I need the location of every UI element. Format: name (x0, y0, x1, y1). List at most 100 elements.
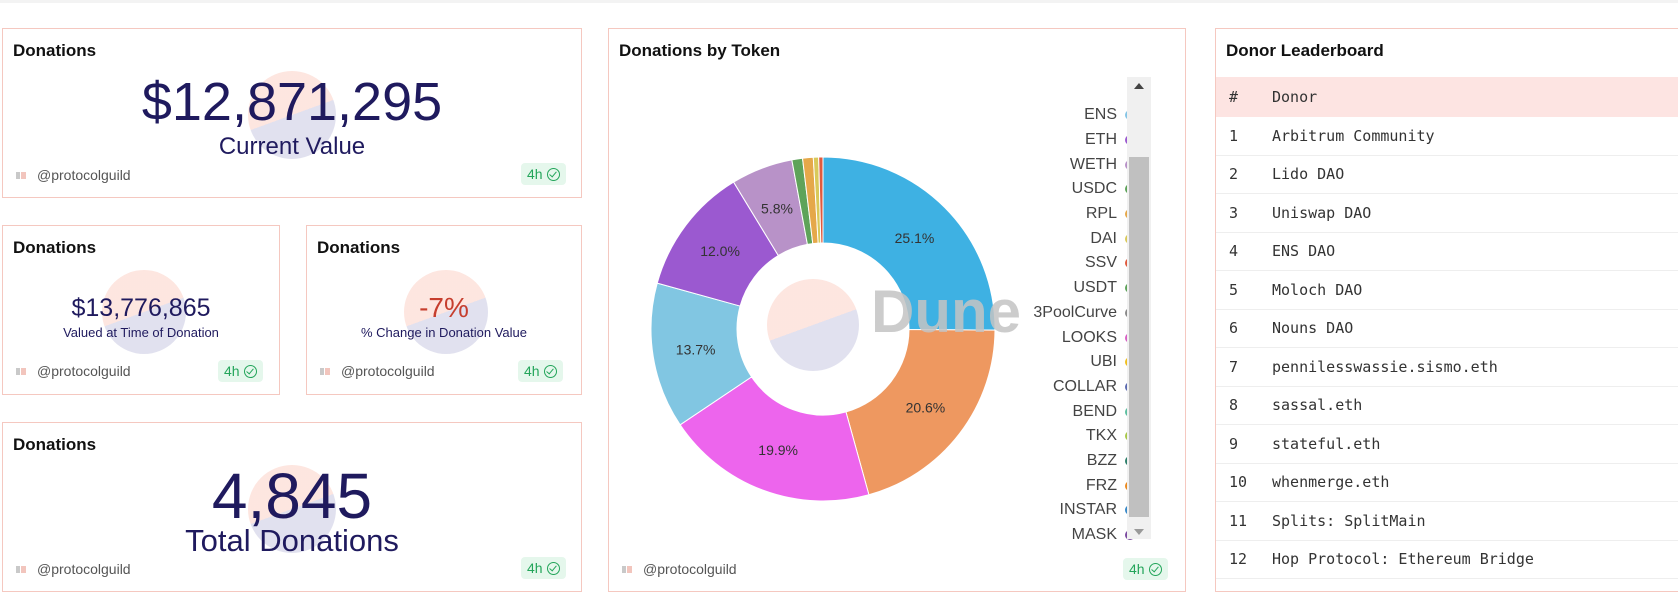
donor-cell: sassal.eth (1272, 396, 1363, 415)
check-circle-icon (243, 364, 257, 378)
legend-label: SSV (1084, 254, 1117, 272)
table-row[interactable]: 9 stateful.eth (1216, 425, 1678, 464)
refresh-badge[interactable]: 4h (218, 360, 263, 382)
slice-label-dai: 5.8% (761, 200, 793, 216)
refresh-time: 4h (1129, 561, 1145, 577)
legend-item-dai[interactable]: DAI (1033, 226, 1135, 251)
counter-label: Total Donations (185, 523, 399, 558)
author-name: @protocolguild (37, 561, 131, 577)
legend-scrollbar[interactable] (1127, 77, 1151, 539)
table-row[interactable]: 1 Arbitrum Community (1216, 117, 1678, 156)
check-circle-icon (546, 561, 560, 575)
dune-watermark: Dune (871, 278, 1021, 345)
legend-label: USDT (1073, 279, 1117, 297)
table-row[interactable]: 12 Hop Protocol: Ethereum Bridge (1216, 541, 1678, 579)
donut-slice-eth[interactable] (845, 329, 996, 496)
legend-label: INSTAR (1059, 501, 1117, 519)
legend-item-3poolcurve[interactable]: 3PoolCurve (1033, 301, 1135, 326)
legend-item-ens[interactable]: ENS (1033, 103, 1135, 128)
donations-total-card: Donations 4,845 Total Donations @protoco… (2, 422, 582, 592)
author-link[interactable]: @protocolguild (15, 165, 131, 185)
rank-cell: 10 (1229, 473, 1248, 492)
donut-slice-looks[interactable] (818, 156, 824, 244)
refresh-badge[interactable]: 4h (521, 163, 566, 185)
column-header-rank[interactable]: # (1229, 88, 1239, 106)
donut-slice-ens[interactable] (822, 156, 996, 331)
author-link[interactable]: @protocolguild (15, 559, 131, 579)
check-circle-icon (543, 364, 557, 378)
legend-item-bend[interactable]: BEND (1033, 399, 1135, 424)
donut-slice-weth[interactable] (679, 376, 870, 502)
slice-label-rpl: 12.0% (700, 243, 740, 259)
legend-item-eth[interactable]: ETH (1033, 128, 1135, 153)
card-title[interactable]: Donations (317, 238, 401, 257)
table-row[interactable]: 6 Nouns DAO (1216, 310, 1678, 348)
card-title[interactable]: Donations (13, 41, 97, 60)
card-title[interactable]: Donations by Token (619, 41, 781, 60)
chart-legend[interactable]: ENS ETH WETH USDC RPL DAI SSV USDT 3PoolCurve LOO… (1033, 103, 1135, 547)
donations-time-value-card: Donations $13,776,865 Valued at Time of … (2, 225, 280, 395)
card-title[interactable]: Donations (13, 435, 97, 454)
card-title[interactable]: Donor Leaderboard (1226, 41, 1384, 60)
legend-item-tkx[interactable]: TKX (1033, 424, 1135, 449)
table-row[interactable]: 5 Moloch DAO (1216, 271, 1678, 310)
legend-label: FRZ (1085, 476, 1117, 494)
legend-item-collar[interactable]: COLLAR (1033, 375, 1135, 400)
author-name: @protocolguild (643, 561, 737, 577)
donor-cell: ENS DAO (1272, 242, 1336, 261)
card-logo-watermark (102, 270, 186, 354)
legend-item-ssv[interactable]: SSV (1033, 251, 1135, 276)
author-link[interactable]: @protocolguild (319, 361, 435, 381)
card-title[interactable]: Donations (13, 238, 97, 257)
rank-cell: 2 (1229, 165, 1239, 184)
counter-label: Valued at Time of Donation (63, 325, 219, 340)
table-row[interactable]: 4 ENS DAO (1216, 233, 1678, 271)
rank-cell: 3 (1229, 203, 1239, 222)
top-divider (0, 0, 1678, 3)
avatar (319, 365, 333, 377)
table-row[interactable]: 7 pennilesswassie.sismo.eth (1216, 348, 1678, 387)
card-logo-watermark (248, 465, 336, 553)
donut-chart[interactable]: 25.1% 20.6% 19.9% 13.7% 12.0% 5.8% (609, 29, 1186, 549)
counter-value: $12,871,295 (141, 72, 443, 132)
donor-cell: Nouns DAO (1272, 319, 1354, 338)
legend-item-mask[interactable]: MASK (1033, 523, 1135, 548)
author-link[interactable]: @protocolguild (621, 559, 737, 579)
refresh-badge[interactable]: 4h (521, 557, 566, 579)
rank-cell: 6 (1229, 319, 1239, 338)
column-header-donor[interactable]: Donor (1272, 88, 1318, 106)
refresh-badge[interactable]: 4h (1123, 558, 1168, 580)
rank-cell: 7 (1229, 357, 1239, 376)
legend-item-bzz[interactable]: BZZ (1033, 449, 1135, 474)
table-row[interactable]: 3 Uniswap DAO (1216, 194, 1678, 233)
legend-item-weth[interactable]: WETH (1033, 152, 1135, 177)
scroll-down-arrow-icon[interactable] (1134, 529, 1144, 535)
author-name: @protocolguild (37, 167, 131, 183)
refresh-badge[interactable]: 4h (518, 360, 563, 382)
table-row[interactable]: 2 Lido DAO (1216, 156, 1678, 194)
counter-label: % Change in Donation Value (361, 325, 527, 340)
legend-item-ubi[interactable]: UBI (1033, 350, 1135, 375)
table-row[interactable]: 11 Splits: SplitMain (1216, 502, 1678, 541)
legend-label: 3PoolCurve (1033, 303, 1117, 321)
check-circle-icon (546, 167, 560, 181)
donor-cell: Uniswap DAO (1272, 203, 1372, 222)
donor-cell: Arbitrum Community (1272, 126, 1435, 145)
author-link[interactable]: @protocolguild (15, 361, 131, 381)
legend-item-looks[interactable]: LOOKS (1033, 325, 1135, 350)
card-logo-watermark (248, 71, 336, 159)
counter-value: 4,845 (211, 460, 373, 532)
scroll-up-arrow-icon[interactable] (1134, 83, 1144, 89)
table-row[interactable]: 10 whenmerge.eth (1216, 464, 1678, 502)
legend-item-frz[interactable]: FRZ (1033, 473, 1135, 498)
legend-item-usdc[interactable]: USDC (1033, 177, 1135, 202)
legend-label: DAI (1090, 229, 1117, 247)
rank-cell: 12 (1229, 550, 1248, 569)
refresh-time: 4h (524, 363, 540, 379)
legend-item-rpl[interactable]: RPL (1033, 202, 1135, 227)
legend-label: COLLAR (1052, 377, 1117, 395)
table-row[interactable]: 8 sassal.eth (1216, 387, 1678, 425)
legend-item-usdt[interactable]: USDT (1033, 276, 1135, 301)
legend-item-instar[interactable]: INSTAR (1033, 498, 1135, 523)
scroll-thumb[interactable] (1129, 157, 1149, 517)
